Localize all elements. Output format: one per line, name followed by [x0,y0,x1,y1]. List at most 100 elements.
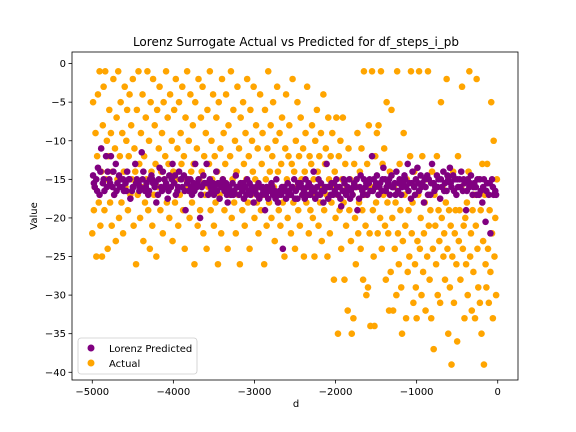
actual-point [241,222,249,229]
actual-point [470,268,477,276]
actual-point [189,122,197,129]
actual-point [326,230,334,237]
actual-point [450,299,458,307]
actual-point [255,230,262,237]
actual-point [89,98,97,106]
actual-point [307,206,314,214]
predicted-point [340,176,347,183]
actual-point [456,206,463,214]
actual-point [399,237,407,245]
actual-point [307,160,315,168]
actual-point [430,345,437,353]
actual-point [425,222,433,229]
predicted-point [203,160,210,168]
legend: Lorenz Predicted Actual [77,337,198,375]
actual-point [477,206,485,214]
actual-point [174,222,182,229]
predicted-point [93,187,101,195]
actual-point [329,129,336,137]
predicted-point [139,176,146,183]
predicted-point [457,168,465,175]
actual-point [96,67,103,75]
actual-point [132,260,140,268]
actual-point [366,230,373,237]
y-tick-label: −20 [45,213,66,224]
actual-point [98,253,106,260]
actual-point [221,160,229,168]
actual-point [345,145,352,152]
actual-point [146,245,154,253]
predicted-point [268,183,276,191]
predicted-point [467,172,475,179]
actual-point [133,106,141,114]
actual-point [490,137,497,145]
actual-point [334,330,342,337]
actual-point [214,260,222,268]
actual-point [144,206,152,214]
actual-point [171,199,179,206]
actual-point [263,222,270,229]
predicted-point [123,187,130,195]
actual-point [246,245,253,253]
actual-point [288,160,296,168]
actual-point [373,129,381,137]
y-tick-label: −35 [45,329,66,340]
actual-point [99,122,107,129]
predicted-point [376,183,383,191]
actual-point [242,129,249,137]
predicted-point [333,183,341,191]
actual-point [305,230,313,237]
actual-point [274,168,282,175]
predicted-point [483,187,490,195]
actual-point [317,129,325,137]
actual-point [404,268,412,276]
predicted-point [127,195,134,202]
actual-point [174,145,181,152]
predicted-point [310,168,317,175]
predicted-point [437,176,445,183]
predicted-point [460,176,467,183]
predicted-point [420,199,428,206]
predicted-point [457,183,464,191]
actual-point [384,199,391,206]
actual-point [376,214,384,222]
predicted-point [178,176,185,183]
actual-point [410,299,417,307]
actual-point [103,137,111,145]
actual-point [445,206,453,214]
y-tick-label: −30 [45,291,66,302]
predicted-point [273,176,280,183]
actual-point [142,114,150,121]
predicted-point [397,191,405,199]
predicted-point [337,203,345,210]
actual-point [491,253,498,260]
actual-point [406,253,413,260]
predicted-point [479,199,486,206]
plot-area-frame [71,51,519,381]
actual-point [309,214,317,222]
actual-point [177,129,184,137]
actual-point [320,91,327,98]
actual-point [166,214,173,222]
predicted-point [317,179,325,187]
predicted-point [256,195,263,202]
x-tick-label: −1000 [400,387,434,398]
actual-point [341,160,349,168]
actual-point [371,322,378,330]
actual-point [469,206,476,214]
actual-point [405,206,412,214]
actual-point [440,253,447,260]
actual-point [117,98,124,106]
predicted-point [389,183,396,191]
actual-point [107,129,115,137]
actual-point [268,152,276,160]
actual-point [282,91,290,98]
actual-point [292,137,300,145]
actual-point [147,98,154,106]
actual-point [414,237,421,245]
legend-label-predicted: Lorenz Predicted [109,344,192,355]
predicted-point [462,206,470,214]
predicted-point [408,179,416,187]
predicted-point [106,179,114,187]
actual-point [392,199,399,206]
